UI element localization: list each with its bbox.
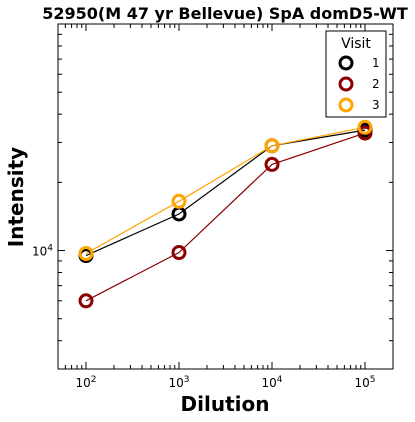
series-2-point xyxy=(171,245,187,261)
legend-label-1: 1 xyxy=(372,56,380,70)
series-2-line xyxy=(85,132,366,302)
x-tick-label: 105 xyxy=(354,375,375,390)
series-3-point xyxy=(171,193,187,209)
x-tick-label: 104 xyxy=(261,375,282,390)
series-2-point xyxy=(78,293,94,309)
legend-marker-1 xyxy=(338,55,354,71)
legend-marker-2 xyxy=(338,76,354,92)
series-3-point xyxy=(78,246,94,262)
series-1-line xyxy=(85,129,366,257)
legend-box xyxy=(325,30,387,118)
x-tick-label: 103 xyxy=(168,375,189,390)
x-axis-label: Dilution xyxy=(181,392,270,416)
axis-ticks: 102 103 104 105 104 xyxy=(32,24,393,390)
x-tick-label: 102 xyxy=(75,375,96,390)
series-2-point xyxy=(357,125,373,141)
legend-marker-3 xyxy=(338,97,354,113)
legend-label-2: 2 xyxy=(372,77,380,91)
legend-label-3: 3 xyxy=(372,98,380,112)
chart-title: 52950(M 47 yr Bellevue) SpA domD5-WT xyxy=(42,4,408,23)
legend: Visit 1 2 3 xyxy=(325,30,387,118)
legend-items: 1 2 3 xyxy=(338,55,380,113)
legend-title: Visit xyxy=(341,36,371,52)
series-2-point xyxy=(264,156,280,172)
y-axis-label: Intensity xyxy=(4,147,28,247)
series-3-point xyxy=(264,138,280,154)
y-tick-label: 104 xyxy=(32,244,53,259)
series-layer xyxy=(78,119,373,309)
series-3-point xyxy=(357,119,373,135)
series-3-line xyxy=(85,126,366,255)
